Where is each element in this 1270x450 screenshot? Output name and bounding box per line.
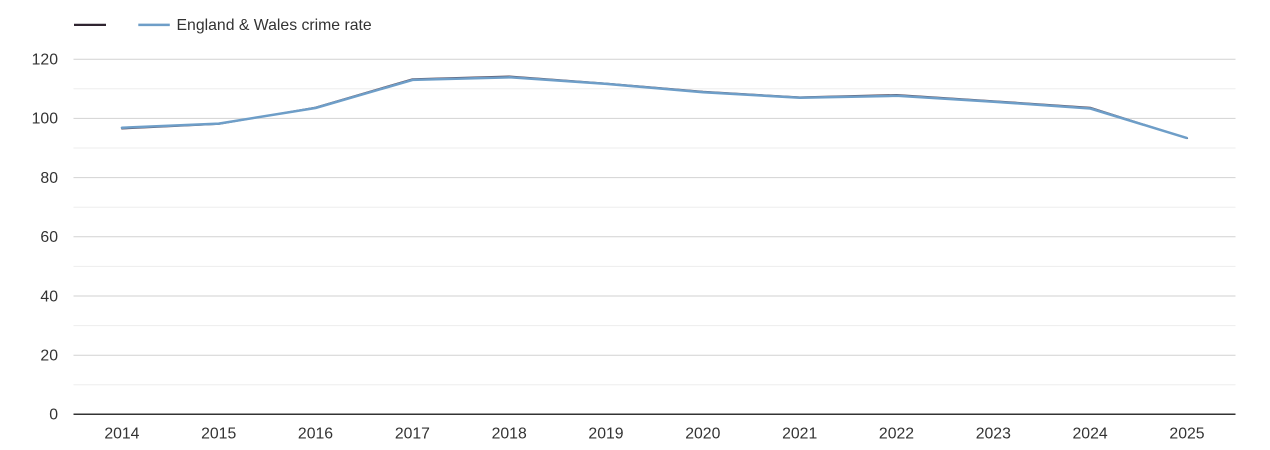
svg-text:40: 40 xyxy=(40,288,58,305)
svg-text:80: 80 xyxy=(40,170,58,187)
svg-text:2017: 2017 xyxy=(395,426,430,443)
svg-text:2020: 2020 xyxy=(685,426,720,443)
svg-text:2019: 2019 xyxy=(588,426,623,443)
svg-text:England & Wales crime rate: England & Wales crime rate xyxy=(177,17,372,34)
svg-text:2015: 2015 xyxy=(201,426,236,443)
svg-text:2023: 2023 xyxy=(976,426,1011,443)
svg-text:2021: 2021 xyxy=(782,426,817,443)
svg-text:20: 20 xyxy=(40,348,58,365)
svg-text:2025: 2025 xyxy=(1169,426,1204,443)
svg-text:2024: 2024 xyxy=(1073,426,1108,443)
svg-text:60: 60 xyxy=(40,229,58,246)
svg-text:2014: 2014 xyxy=(104,426,139,443)
svg-text:0: 0 xyxy=(49,407,58,424)
svg-text:100: 100 xyxy=(32,111,59,128)
svg-text:2018: 2018 xyxy=(492,426,527,443)
svg-text:120: 120 xyxy=(32,52,59,69)
svg-text:2022: 2022 xyxy=(879,426,914,443)
svg-text:2016: 2016 xyxy=(298,426,333,443)
